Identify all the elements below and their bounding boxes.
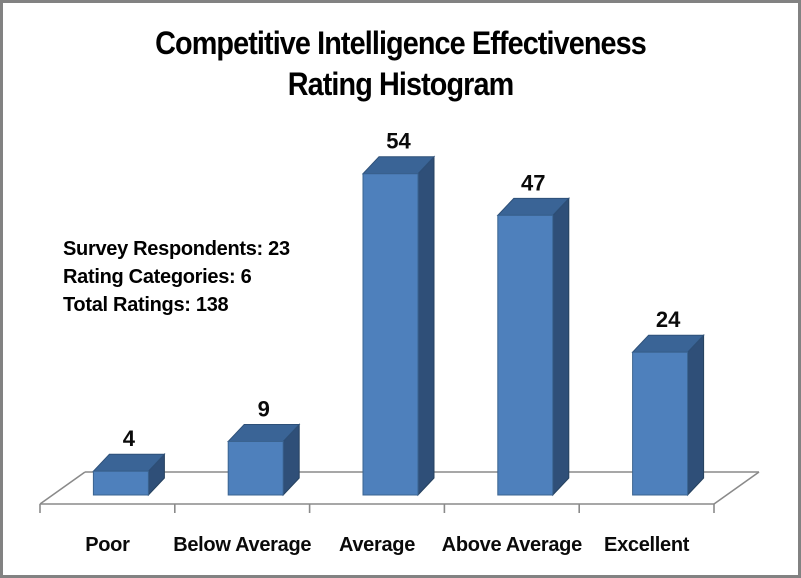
stat-categories: Rating Categories: 6 (63, 266, 252, 288)
bar-value-label: 54 (386, 129, 411, 154)
category-label: Poor (85, 534, 130, 556)
bar-excellent-side-face (687, 333, 705, 497)
bar-average-side-face (417, 155, 435, 497)
bar-value-label: 24 (656, 307, 681, 332)
chart-title: Competitive Intelligence Effectiveness R… (3, 23, 798, 105)
bar-excellent: 24 (631, 307, 705, 497)
bar-below-average-front-face (227, 440, 284, 496)
bar-poor: 4 (92, 426, 166, 497)
bar-above-average: 47 (496, 170, 570, 497)
stat-respondents: Survey Respondents: 23 (63, 238, 290, 260)
chart-title-line2: Rating Histogram (287, 66, 515, 102)
survey-stats: Survey Respondents: 23 Rating Categories… (63, 235, 290, 319)
bar-value-label: 9 (258, 396, 270, 421)
category-label: Below Average (173, 534, 311, 556)
bar-poor-front-face (92, 470, 149, 496)
category-label: Above Average (442, 534, 582, 556)
bar-average: 54 (361, 129, 436, 497)
category-label: Excellent (604, 534, 690, 556)
bar-below-average: 9 (227, 396, 301, 497)
bar-above-average-front-face (497, 214, 554, 496)
bar-value-label: 4 (123, 426, 136, 451)
bar-excellent-front-face (632, 351, 689, 496)
bar-value-label: 47 (521, 170, 545, 195)
chart-floor-left-edge (39, 471, 86, 505)
chart-title-line1: Competitive Intelligence Effectiveness (155, 25, 647, 61)
bar-above-average-side-face (552, 197, 570, 497)
stat-total-ratings: Total Ratings: 138 (63, 294, 229, 316)
chart-floor-right-edge (713, 471, 760, 505)
bar-average-front-face (362, 173, 419, 496)
category-label: Average (339, 534, 415, 556)
